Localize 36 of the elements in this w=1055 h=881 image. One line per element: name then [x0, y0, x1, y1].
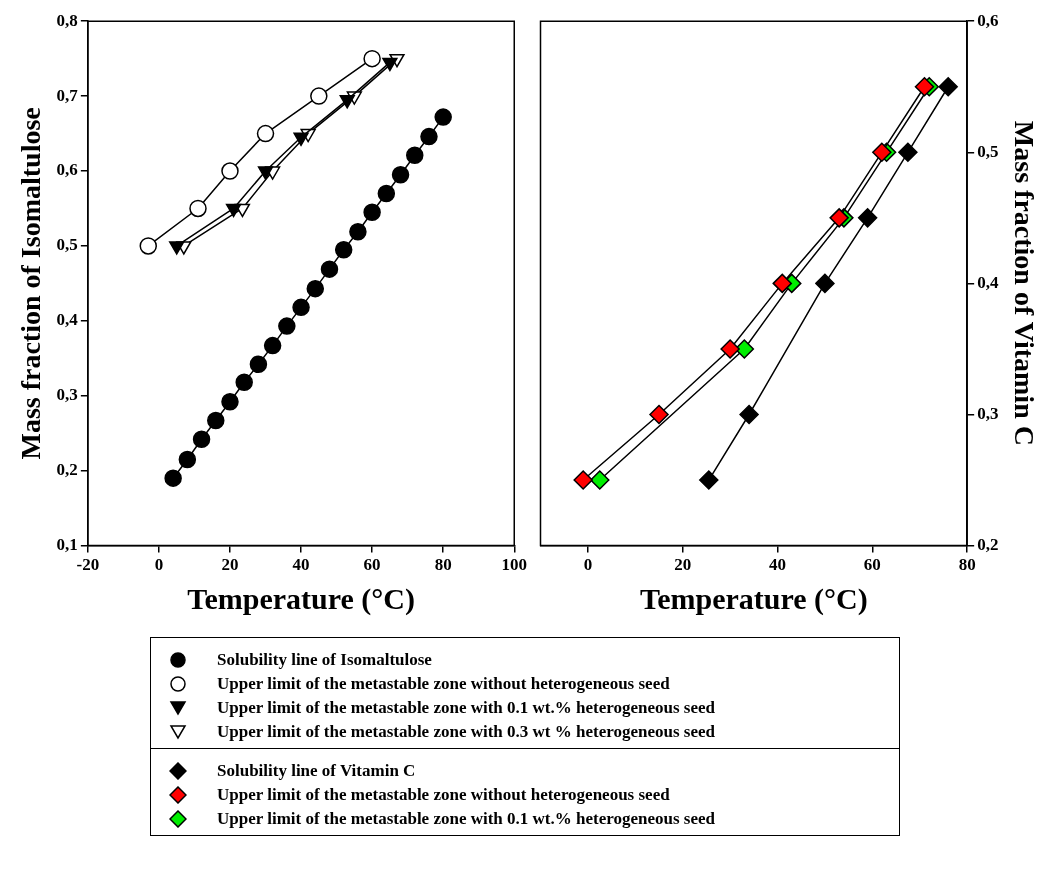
y2-tick-label: 0,2	[977, 534, 999, 554]
y-tick-label: 0,5	[56, 235, 78, 255]
y-axis-title: Mass fraction of Isomaltulose	[15, 107, 47, 460]
legend-label: Upper limit of the metastable zone without heterogeneous seed	[217, 785, 670, 805]
x-tick-label: 80	[434, 555, 452, 575]
x-tick-label: 100	[501, 555, 527, 575]
y-tick-label: 0,4	[56, 310, 79, 330]
x-tick-label: 20	[221, 555, 239, 575]
x-tick-label: -20	[76, 555, 100, 575]
x-tick-label: 40	[769, 555, 787, 575]
y2-tick-label: 0,4	[977, 272, 999, 292]
y-tick-label: 0,1	[56, 534, 78, 554]
legend-label: Solubility line of Isomaltulose	[217, 650, 432, 670]
y-tick-label: 0,8	[56, 10, 78, 30]
y-tick-label: 0,6	[56, 160, 78, 180]
x-axis-title: Temperature (°C)	[187, 581, 415, 616]
x-tick-label: 40	[292, 555, 310, 575]
legend-label: Upper limit of the metastable zone with 0.1 wt.% heterogeneous seed	[217, 698, 715, 718]
y2-axis-title: Mass fraction of Vitamin C	[1008, 120, 1040, 446]
y-tick-label: 0,3	[56, 385, 78, 405]
x-tick-label: 20	[674, 555, 692, 575]
x-tick-label: 80	[958, 555, 976, 575]
legend-label: Upper limit of the metastable zone with 0.3 wt % heterogeneous seed	[217, 722, 715, 742]
legend-label: Upper limit of the metastable zone without heterogeneous seed	[217, 674, 670, 694]
y-tick-label: 0,7	[56, 85, 79, 105]
x-axis-title: Temperature (°C)	[639, 581, 868, 616]
y-tick-label: 0,2	[56, 460, 78, 480]
x-tick-label: 0	[583, 555, 593, 575]
y2-tick-label: 0,6	[977, 10, 999, 30]
y2-tick-label: 0,5	[977, 141, 999, 161]
x-tick-label: 60	[363, 555, 381, 575]
legend-label: Solubility line of Vitamin C	[217, 761, 416, 781]
legend-label: Upper limit of the metastable zone with 0.1 wt.% heterogeneous seed	[217, 809, 715, 829]
x-tick-label: 60	[863, 555, 881, 575]
y2-tick-label: 0,3	[977, 403, 999, 423]
x-tick-label: 0	[154, 555, 164, 575]
